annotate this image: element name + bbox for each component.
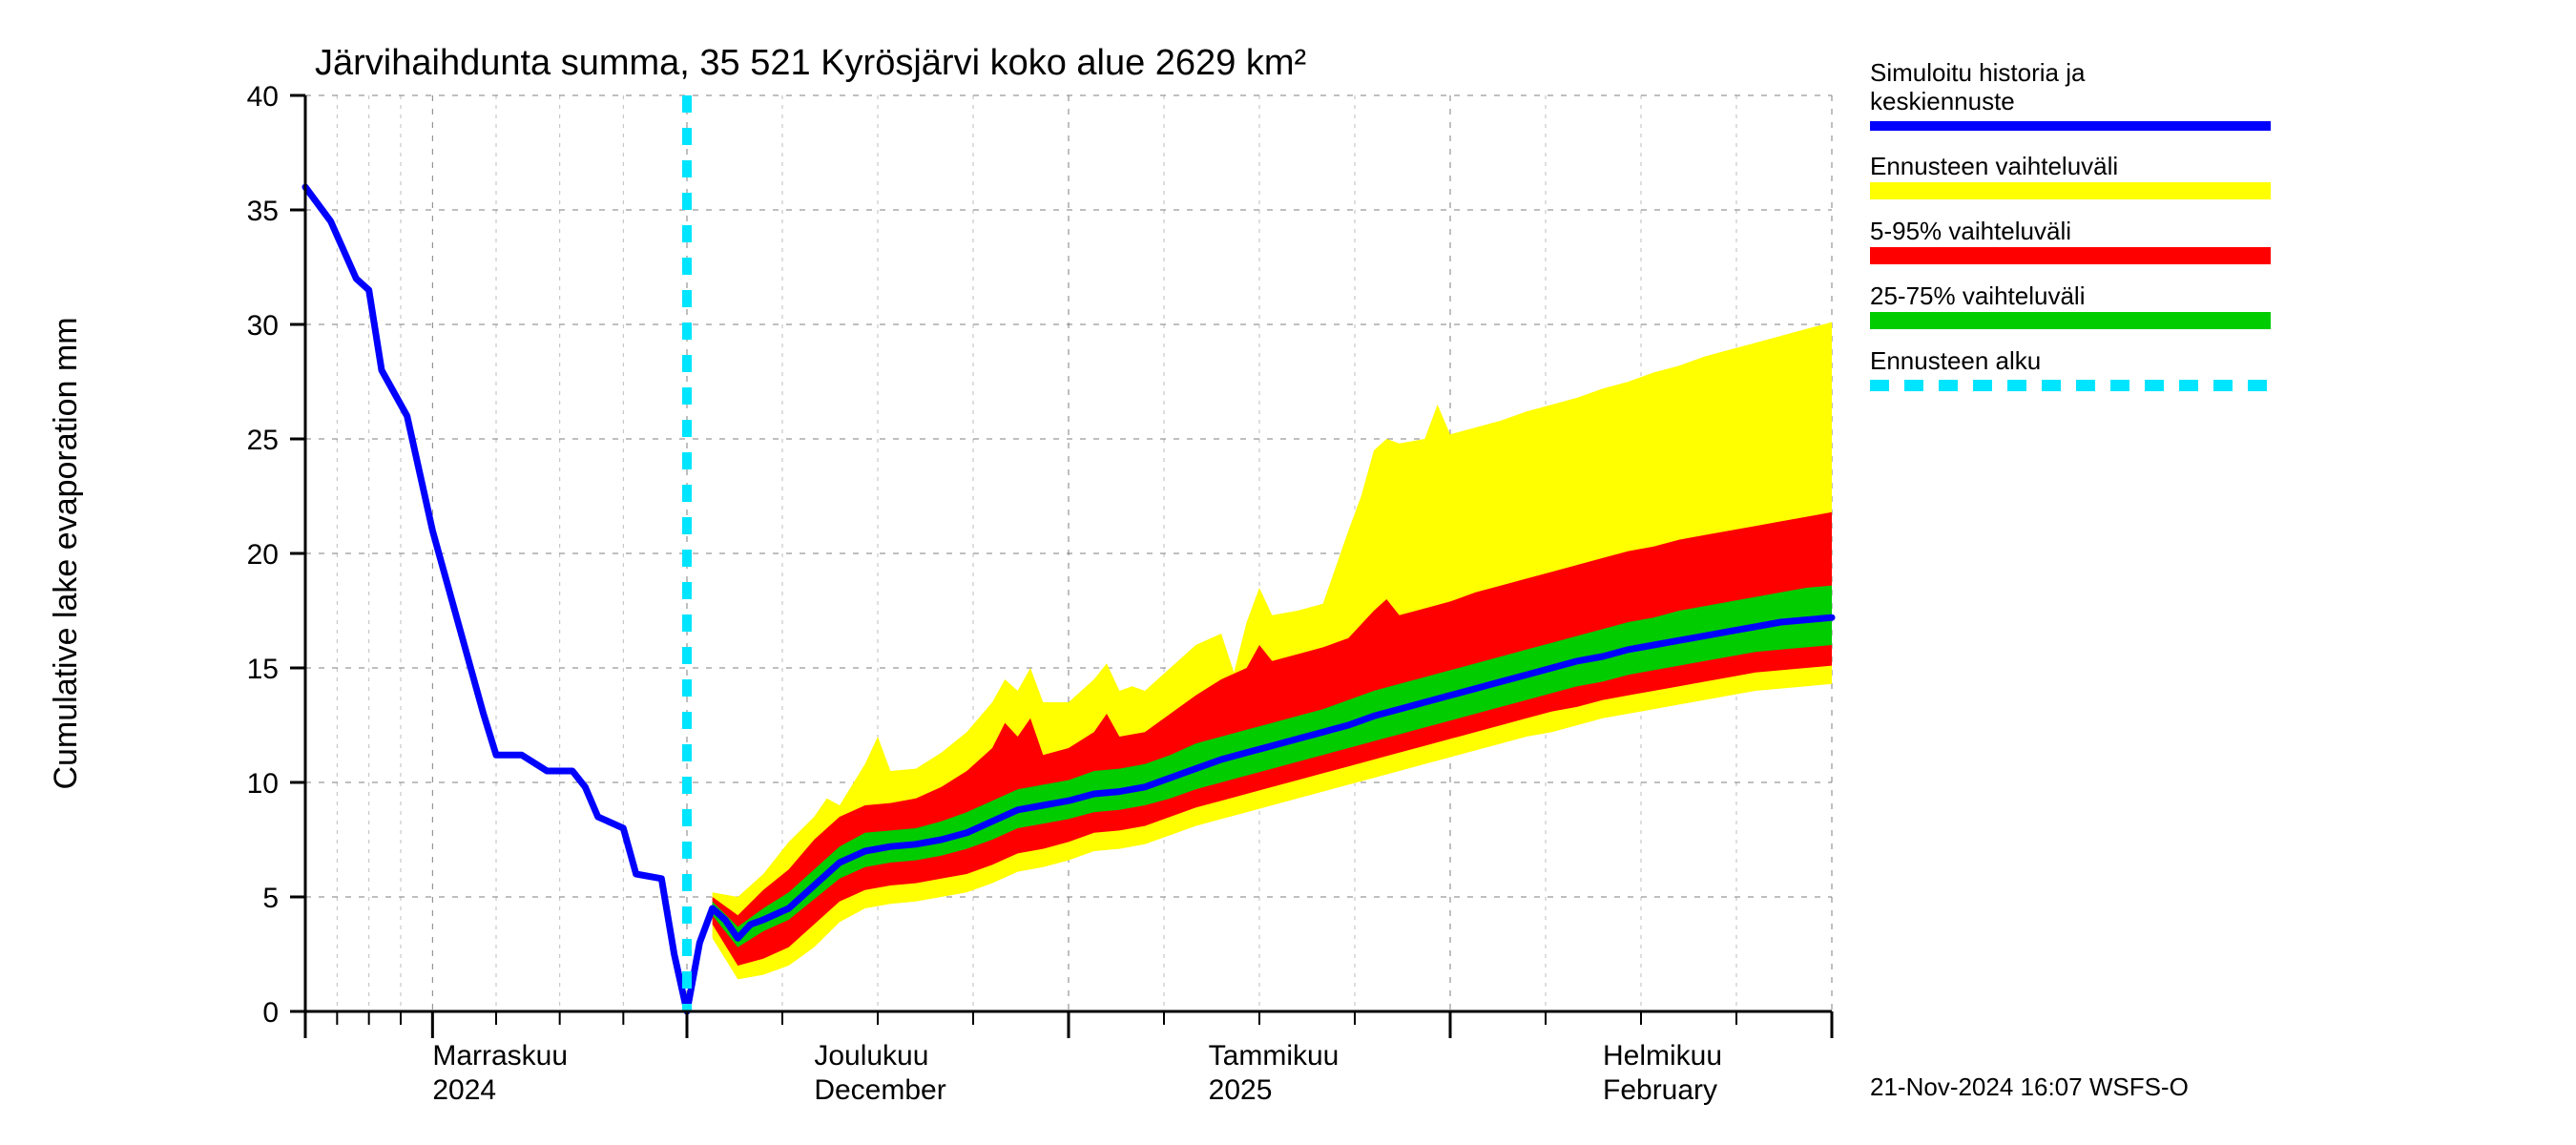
- legend-swatch: [1870, 247, 2271, 264]
- y-tick-label: 20: [247, 539, 279, 571]
- legend-label: 5-95% vaihteluväli: [1870, 217, 2071, 245]
- legend-swatch: [1870, 182, 2271, 199]
- x-month-label: February: [1603, 1074, 1717, 1106]
- legend-label: Ennusteen alku: [1870, 346, 2041, 375]
- x-month-label: Tammikuu: [1209, 1040, 1340, 1072]
- y-tick-label: 15: [247, 654, 279, 685]
- chart-svg: 0510152025303540Marraskuu2024JoulukuuDec…: [0, 0, 2576, 1145]
- y-tick-label: 25: [247, 425, 279, 456]
- y-tick-label: 10: [247, 768, 279, 800]
- x-month-label: 2024: [432, 1074, 496, 1106]
- y-tick-label: 0: [262, 997, 279, 1029]
- x-month-label: Joulukuu: [814, 1040, 928, 1072]
- footer-timestamp: 21-Nov-2024 16:07 WSFS-O: [1870, 1072, 2189, 1101]
- y-tick-label: 35: [247, 196, 279, 227]
- legend-swatch: [1870, 312, 2271, 329]
- chart-title: Järvihaihdunta summa, 35 521 Kyrösjärvi …: [315, 43, 1306, 83]
- legend-label: Ennusteen vaihteluväli: [1870, 152, 2118, 180]
- x-month-label: December: [814, 1074, 945, 1106]
- y-axis-label: Cumulative lake evaporation mm: [48, 317, 84, 789]
- legend-swatch: [1870, 121, 2271, 131]
- legend-label: keskiennuste: [1870, 87, 2015, 115]
- x-month-label: 2025: [1209, 1074, 1273, 1106]
- x-month-label: Helmikuu: [1603, 1040, 1722, 1072]
- x-month-label: Marraskuu: [432, 1040, 568, 1072]
- legend-label: 25-75% vaihteluväli: [1870, 281, 2085, 310]
- legend-label: Simuloitu historia ja: [1870, 58, 2086, 87]
- y-tick-label: 5: [262, 883, 279, 914]
- y-tick-label: 40: [247, 81, 279, 113]
- y-tick-label: 30: [247, 310, 279, 342]
- chart-container: { "title": "Järvihaihdunta summa, 35 521…: [0, 0, 2576, 1145]
